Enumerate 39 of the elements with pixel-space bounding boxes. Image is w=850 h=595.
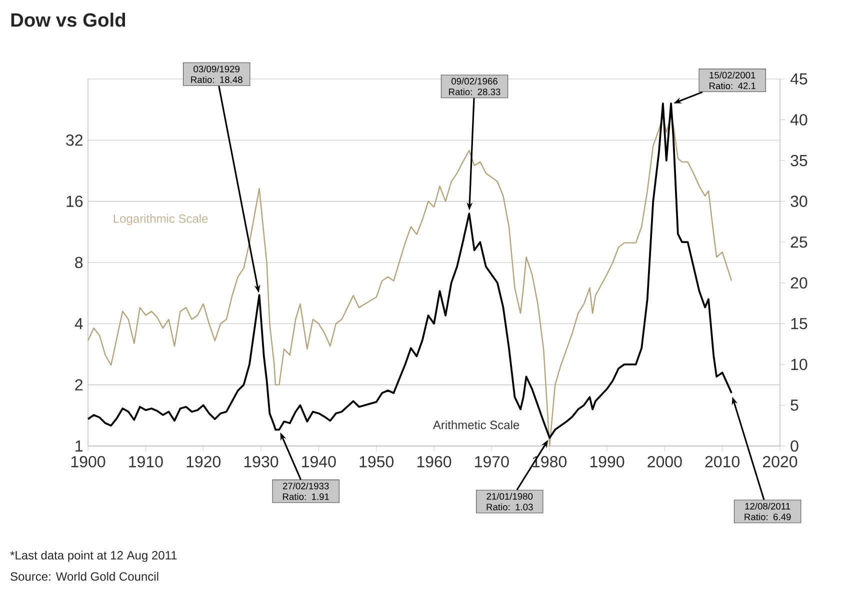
y2-tick-label: 35	[790, 154, 808, 166]
annotation: 15/02/2001 Ratio: 42.1	[710, 72, 756, 90]
series-label: Arithmetic Scale	[432, 420, 520, 430]
y-tick-label: 4	[74, 318, 83, 330]
y2-tick-label: 40	[790, 114, 808, 126]
y2-tick-label: 20	[790, 277, 808, 289]
y2-tick-label: 10	[791, 358, 808, 370]
x-tick-label: 1900	[71, 456, 106, 468]
y2-tick-label: 5	[790, 400, 798, 411]
x-tick-label: 1950	[360, 456, 394, 468]
annotation: 27/02/1933 Ratio: 1.91	[282, 482, 329, 500]
x-tick-label: 2010	[705, 456, 740, 468]
x-tick-label: 1940	[302, 456, 336, 468]
x-tick-label: 1970	[475, 456, 509, 468]
x-tick-label: 1960	[417, 456, 452, 468]
text: Logarithmic Scale	[114, 214, 208, 226]
text: *Last data point at 12 Aug 2011	[10, 550, 177, 562]
x-tick-label: 1930	[244, 456, 278, 468]
chart-title: Dow vs Gold	[11, 12, 126, 27]
x-tick-label: 2020	[763, 456, 798, 468]
y-tick-label: 32	[66, 134, 82, 146]
x-tick-label: 1910	[129, 456, 163, 468]
y2-tick-label: 45	[790, 73, 808, 85]
annotation: 12/08/2011 Ratio: 6.49	[744, 502, 791, 520]
y2-tick-label: 15	[791, 318, 808, 330]
y2-tick-label: 25	[790, 236, 808, 248]
x-tick-label: 1990	[590, 456, 624, 468]
annotation: 21/01/1980 Ratio: 1.03	[486, 492, 533, 510]
y-tick-label: 2	[75, 379, 82, 390]
y2-tick-label: 30	[790, 196, 808, 207]
y-tick-label: 16	[66, 196, 83, 207]
source-note: Source: World Gold Council	[10, 572, 158, 581]
y-tick-label: 1	[76, 440, 83, 452]
annotation: 09/02/1966 Ratio: 28.33	[449, 78, 500, 96]
x-tick-label: 2000	[648, 456, 682, 468]
x-tick-label: 1920	[186, 456, 221, 468]
y-tick-label: 8	[75, 256, 83, 268]
annotation: 03/09/1929 Ratio: 18.48	[191, 65, 242, 83]
y2-tick-label: 0	[790, 440, 798, 452]
